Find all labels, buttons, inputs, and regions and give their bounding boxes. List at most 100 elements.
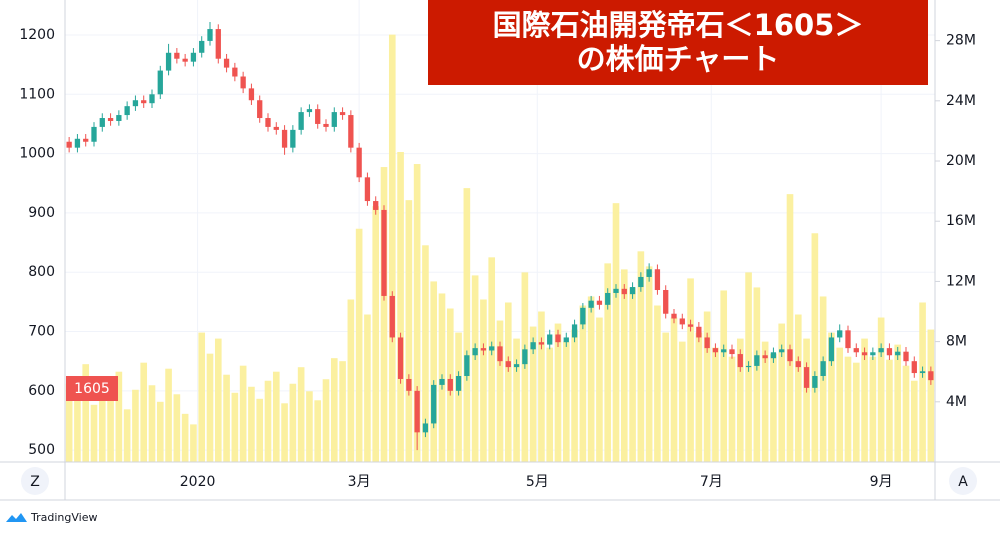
candle-body [455,376,462,391]
volume-bar [910,380,918,462]
volume-bar [720,290,728,462]
candle-body [779,349,785,353]
candle-body [828,337,835,362]
volume-bar [107,395,114,462]
volume-bar [214,338,222,462]
candle-body [878,348,884,353]
volume-bar [894,344,902,462]
candle-body [397,337,404,379]
volume-bar [455,332,462,462]
volume-bar [364,314,371,462]
candle-body [232,67,238,77]
candle-body [621,288,627,295]
volume-bar [753,287,761,462]
volume-bar [65,383,73,462]
candle-body [903,351,909,362]
candle-body [422,423,429,433]
volume-bar [463,188,471,462]
candle-body [240,76,246,89]
volume-bar [123,409,131,462]
volume-bar [231,392,239,462]
candle-body [712,348,719,353]
candle-body [646,269,652,277]
candle-body [754,355,760,366]
candle-body [721,349,727,353]
y2-tick-label: 20M [946,153,976,169]
zoom-button-label[interactable]: Z [30,474,40,490]
chart-title: 国際石油開発帝石＜1605＞ [493,8,864,42]
volume-bar [397,151,404,463]
candle-body [853,348,859,353]
volume-bar [571,329,578,462]
volume-bar [637,251,645,462]
y-tick-label: 1200 [19,27,55,43]
volume-bar [712,347,719,462]
axis-labels: 500 600 700 800 900 1000 1100 1200 4M 8M 12M 16M 20M… [19,27,976,490]
volume-bar [761,341,769,462]
zoom-button[interactable] [21,467,49,495]
volume-bar [314,400,322,462]
volume-bar [695,332,703,462]
chart-title: の株価チャート [577,42,780,76]
volume-bar [156,401,164,462]
y2-tick-label: 28M [946,33,976,49]
y-tick-label: 700 [28,324,55,340]
candle-body [480,348,487,351]
symbol-badge [66,376,118,401]
candle-body [547,334,553,345]
candle-body [447,378,453,391]
volume-layer [65,34,935,463]
candle-body [182,58,188,62]
candle-body [339,112,346,116]
candle-body [165,52,172,71]
candle-body [555,334,561,343]
candle-body [107,118,114,121]
volume-bar [115,371,123,462]
candle-body [580,307,586,325]
candle-body [116,115,122,121]
candle-body [91,126,97,142]
candle-body [571,324,578,338]
candle-body [406,378,412,391]
volume-bar [413,164,421,462]
volume-bar [513,338,520,462]
candle-body [919,371,926,374]
y2-tick-label: 16M [946,213,976,229]
candle-body [248,88,255,101]
candle-body [323,123,329,127]
candle-body [505,361,511,368]
candle-body [389,295,395,338]
candle-body [149,94,155,104]
candle-body [273,126,279,130]
candle-body [654,269,661,291]
volume-bar [430,281,438,462]
candle-body [364,177,371,202]
candle-body [497,346,503,362]
y-tick-label: 600 [28,383,55,399]
candle-body [928,371,934,381]
auto-button-label[interactable]: A [958,474,968,490]
volume-bar [529,326,537,462]
y-tick-label: 900 [28,205,55,221]
candle-body [373,201,379,210]
y2-tick-label: 4M [946,394,967,410]
volume-bar [504,302,512,462]
candle-body [431,384,437,424]
volume-bar [662,332,670,462]
candle-body [837,330,843,338]
volume-bar [98,386,106,462]
candle-body [207,29,213,41]
volume-bar [670,317,678,462]
candle-body [530,342,536,350]
candle-body [613,288,619,293]
volume-bar [554,323,562,462]
volume-bar [546,347,554,462]
candle-body [745,365,752,368]
auto-button[interactable] [949,467,977,495]
volume-bar [836,347,844,462]
x-tick-label: 9月 [870,474,893,490]
candle-body [381,209,387,296]
y-tick-label: 500 [28,442,55,458]
volume-bar [612,203,620,462]
